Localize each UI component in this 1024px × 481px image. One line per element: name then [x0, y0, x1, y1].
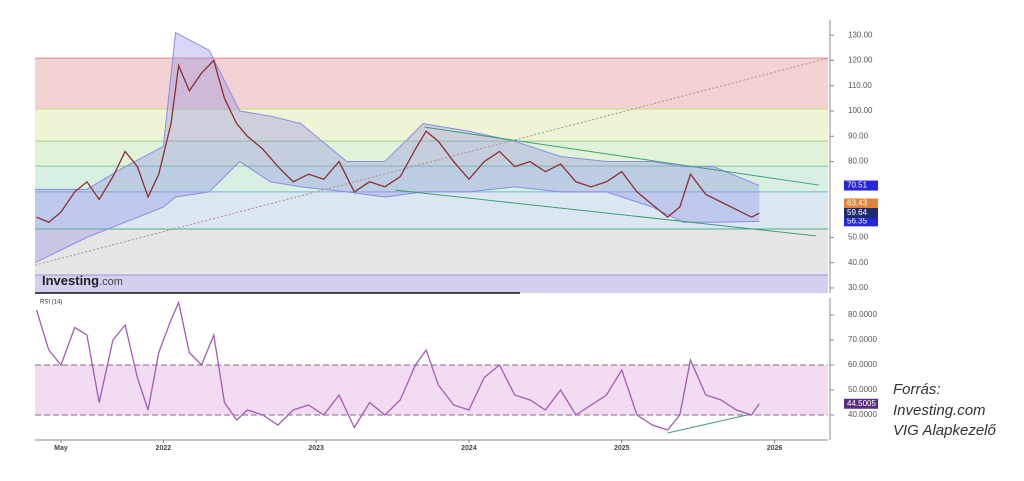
- y-tick-label: 130.00: [848, 30, 873, 39]
- last-badge-text: 44.5005: [847, 399, 876, 408]
- watermark-suffix: .com: [99, 276, 123, 288]
- last-badge-text: 59.64: [847, 208, 868, 217]
- trendline: [34, 57, 829, 266]
- fib-zone: [35, 229, 828, 276]
- y-tick-label: 90.00: [848, 131, 869, 140]
- y-tick-label: 50.0000: [848, 385, 877, 394]
- channel-fill: [35, 32, 760, 263]
- trendline: [424, 126, 819, 186]
- fib-zone: [35, 166, 828, 192]
- y-tick-label: 70.0000: [848, 335, 877, 344]
- y-tick-label: 110.00: [848, 81, 872, 90]
- trendline: [667, 414, 748, 434]
- price-badge: [844, 198, 878, 209]
- channel-lower: [34, 160, 760, 264]
- fib-zone: [35, 58, 828, 109]
- y-tick-label: 30.00: [848, 283, 869, 292]
- chart: 30.00 40.00 50.00 80.00 90.00 100.00 110.00 120…: [34, 20, 878, 452]
- y-tick-label: 80.0000: [848, 310, 877, 319]
- price-badge: [844, 180, 878, 191]
- source-line: VIG Alapkezelő: [893, 422, 996, 439]
- x-tick-label: May: [54, 445, 68, 452]
- price-badge-text: 63.43: [847, 199, 868, 208]
- source-line: Forrás:: [893, 381, 941, 398]
- y-tick-label: 100.00: [848, 106, 873, 115]
- fib-zone: [35, 275, 828, 293]
- x-tick-label: 2025: [614, 445, 630, 452]
- x-tick-label: 2024: [461, 445, 477, 452]
- x-tick-label: 2026: [767, 445, 783, 452]
- y-tick-label: 40.0000: [848, 410, 877, 419]
- y-tick-label: 40.00: [848, 258, 869, 267]
- price-line: [36, 59, 760, 223]
- channel-upper: [35, 31, 760, 190]
- watermark: Investing.com: [42, 273, 123, 288]
- y-tick-label: 60.0000: [848, 360, 877, 369]
- trendline: [395, 189, 816, 237]
- price-badge-text: 70.51: [847, 181, 868, 190]
- x-tick-label: 2023: [308, 445, 324, 452]
- watermark-brand: Investing: [42, 273, 99, 288]
- y-tick-label: 80.00: [848, 157, 869, 166]
- y-tick-label: 120.00: [848, 56, 873, 65]
- price-badge: [844, 216, 878, 227]
- price-badge-text: 56.35: [847, 216, 868, 225]
- last-badge: [844, 398, 878, 409]
- price-line: [35, 300, 760, 431]
- y-tick-label: 50.00: [848, 232, 869, 241]
- rsi-title: RSI (14): [40, 300, 62, 306]
- source-note: Forrás: Investing.com VIG Alapkezelő: [893, 380, 996, 442]
- last-badge: [844, 208, 878, 219]
- x-tick-label: 2022: [156, 445, 172, 452]
- source-line: Investing.com: [893, 401, 986, 419]
- rsi-band: [35, 365, 828, 415]
